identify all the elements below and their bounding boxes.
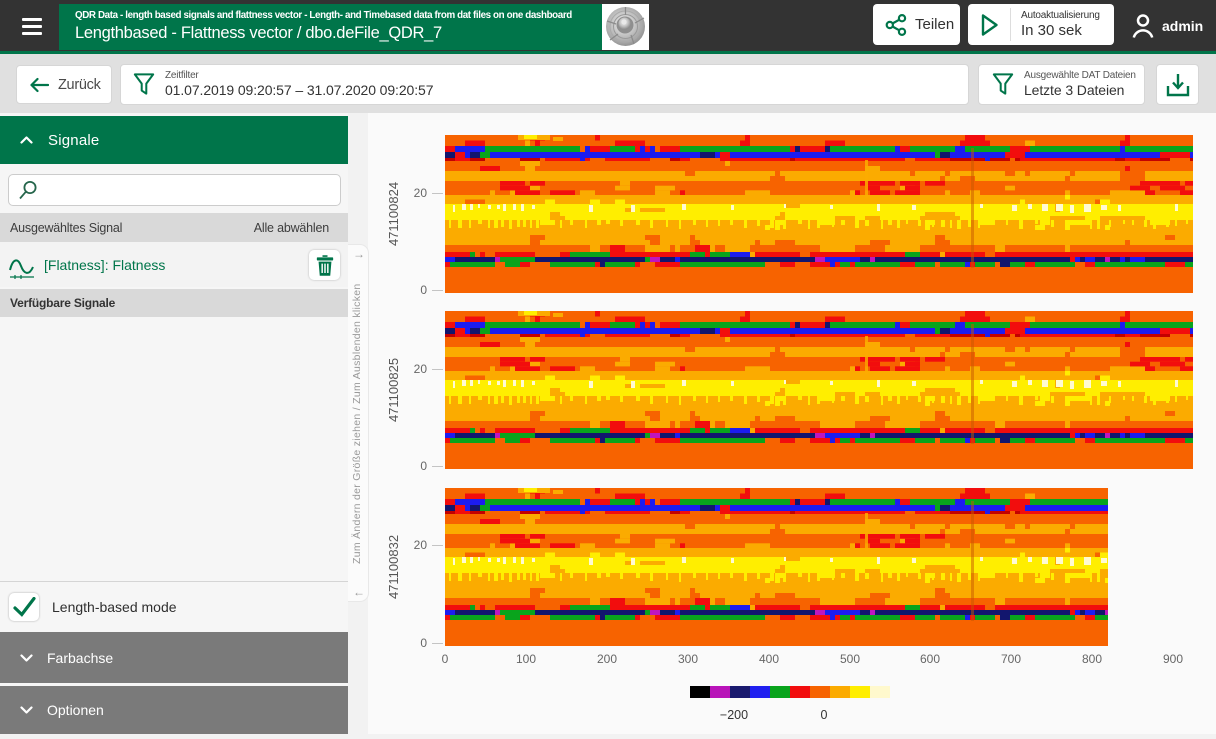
svg-text:20: 20	[414, 538, 428, 552]
svg-text:700: 700	[1001, 652, 1021, 666]
svg-text:−200: −200	[720, 708, 748, 722]
svg-text:471100824: 471100824	[386, 182, 401, 246]
svg-text:0: 0	[420, 459, 427, 473]
svg-text:600: 600	[920, 652, 940, 666]
svg-text:471100832: 471100832	[386, 535, 401, 599]
svg-text:500: 500	[840, 652, 860, 666]
svg-text:0: 0	[442, 652, 449, 666]
svg-text:471100825: 471100825	[386, 358, 401, 422]
svg-text:0: 0	[420, 636, 427, 650]
svg-text:20: 20	[414, 362, 428, 376]
svg-text:20: 20	[414, 186, 428, 200]
svg-text:800: 800	[1082, 652, 1102, 666]
svg-text:100: 100	[516, 652, 536, 666]
svg-text:0: 0	[420, 283, 427, 297]
svg-text:900: 900	[1163, 652, 1183, 666]
svg-text:300: 300	[678, 652, 698, 666]
svg-text:400: 400	[759, 652, 779, 666]
svg-text:0: 0	[821, 708, 828, 722]
svg-text:200: 200	[597, 652, 617, 666]
